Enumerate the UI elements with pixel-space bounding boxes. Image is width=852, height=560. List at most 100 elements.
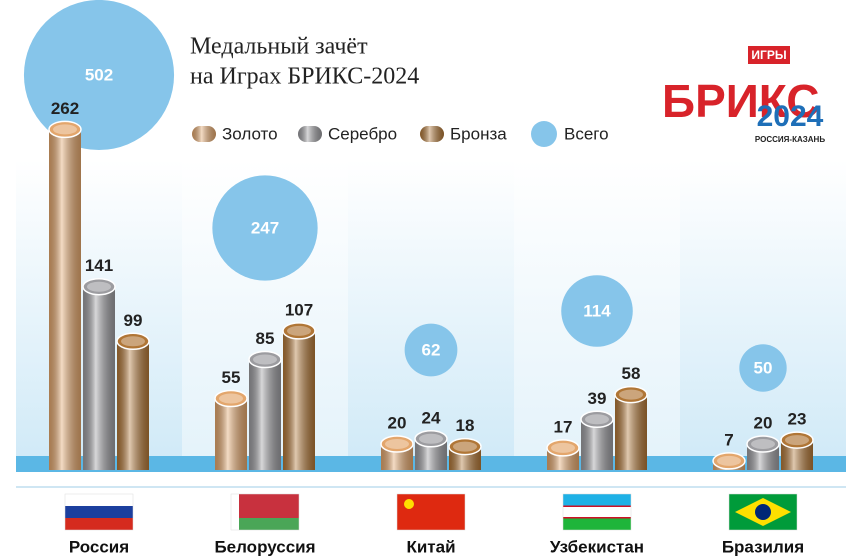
bar-cap: [380, 435, 414, 453]
chart-title: Медальный зачёт: [190, 34, 368, 60]
bar-cap: [48, 120, 82, 139]
value-label: 55: [222, 368, 241, 387]
bar-cap-hole: [385, 439, 409, 449]
flag-line: [563, 517, 631, 519]
category-label: Узбекистан: [550, 537, 644, 556]
value-label: 58: [622, 364, 641, 383]
legend-icon: [531, 121, 557, 147]
bar-cap: [82, 277, 116, 296]
value-label: 20: [754, 413, 773, 432]
bar-cap-hole: [785, 435, 809, 446]
legend-label: Серебро: [328, 124, 397, 143]
value-label: 20: [388, 413, 407, 432]
chart-title: на Играх БРИКС-2024: [190, 64, 419, 90]
total-label: 247: [251, 218, 279, 237]
flag-globe: [755, 504, 771, 520]
bar-cap-hole: [219, 393, 243, 404]
flag-line: [563, 505, 631, 507]
legend-icon-shine: [420, 126, 444, 142]
bar-cap-hole: [87, 281, 111, 292]
bar-cap: [448, 437, 482, 456]
flag-border: [230, 493, 300, 531]
bar-cap: [248, 350, 282, 369]
flag-stripe: [65, 494, 133, 506]
total-label: 50: [754, 358, 773, 377]
category-label: Россия: [69, 537, 129, 556]
column-stripe: [348, 160, 514, 470]
bar-cap-hole: [419, 433, 443, 444]
value-label: 141: [85, 256, 113, 275]
bar-cap-hole: [121, 336, 145, 347]
bar-cap: [214, 389, 248, 408]
bar-cap-hole: [717, 455, 741, 466]
bar-cap-hole: [619, 389, 643, 400]
bar-shine: [283, 330, 315, 470]
flag-stripe: [65, 506, 133, 518]
logo-place: РОССИЯ-КАЗАНЬ: [755, 135, 825, 144]
bar-shine: [117, 341, 149, 470]
value-label: 107: [285, 300, 313, 319]
value-label: 7: [724, 430, 733, 449]
bar-shine: [83, 286, 115, 470]
logo-badge-text: ИГРЫ: [751, 48, 786, 62]
bar-cap-hole: [453, 441, 477, 452]
flag-border: [396, 493, 466, 531]
flag-stripe: [65, 518, 133, 530]
floor: [16, 486, 846, 488]
bar-cap-hole: [287, 325, 311, 336]
category-label: Белоруссия: [214, 537, 315, 556]
bar-cap: [414, 430, 448, 448]
flag: [562, 493, 632, 531]
bar-shine: [249, 359, 281, 470]
total-bubble: [561, 275, 633, 347]
value-label: 18: [456, 416, 475, 435]
bar-cap: [780, 431, 814, 449]
flag-border: [64, 493, 134, 531]
bar-shine: [49, 129, 81, 470]
flag: [64, 493, 134, 531]
total-label: 62: [422, 340, 441, 359]
bar-cap-hole: [751, 439, 775, 449]
value-label: 85: [256, 329, 275, 348]
bar-shine: [615, 394, 647, 470]
value-label: 17: [554, 417, 573, 436]
total-bubble: [404, 323, 458, 377]
flag-border: [562, 493, 632, 531]
bar-cap: [614, 385, 648, 404]
legend-icon-shine: [192, 126, 216, 142]
bar-cap: [746, 435, 780, 453]
logo: БРИКС ИГРЫ 2024 РОССИЯ-КАЗАНЬ: [662, 46, 825, 144]
logo-text: БРИКС: [662, 75, 820, 127]
value-label: 24: [422, 408, 441, 427]
bar-cap: [712, 452, 746, 470]
value-label: 99: [124, 311, 143, 330]
total-label: 114: [583, 301, 611, 320]
total-label: 502: [85, 65, 113, 84]
category-label: Китай: [406, 537, 455, 556]
bar-cap-hole: [53, 124, 77, 135]
flag-stripe: [563, 494, 631, 506]
value-label: 39: [588, 389, 607, 408]
logo-badge: [748, 46, 790, 64]
total-bubble: [23, 0, 175, 151]
flag-stripe: [231, 518, 299, 530]
flag: [230, 493, 300, 531]
category-label: Бразилия: [722, 537, 804, 556]
legend-label: Всего: [564, 124, 609, 143]
flag: [396, 493, 466, 531]
legend-label: Золото: [222, 124, 278, 143]
flag: [728, 493, 798, 531]
flag-star: [404, 499, 414, 509]
column-stripe: [680, 160, 846, 470]
flag-stripe: [231, 494, 299, 518]
flag-border: [728, 493, 798, 531]
value-label: 23: [788, 410, 807, 429]
bar-cap: [546, 439, 580, 457]
bar-cap-hole: [253, 354, 277, 365]
flag-stripe: [563, 518, 631, 530]
value-label: 262: [51, 99, 79, 118]
flag-ornament: [231, 494, 239, 530]
total-bubble: [212, 175, 318, 281]
bar-cap-hole: [551, 442, 575, 453]
